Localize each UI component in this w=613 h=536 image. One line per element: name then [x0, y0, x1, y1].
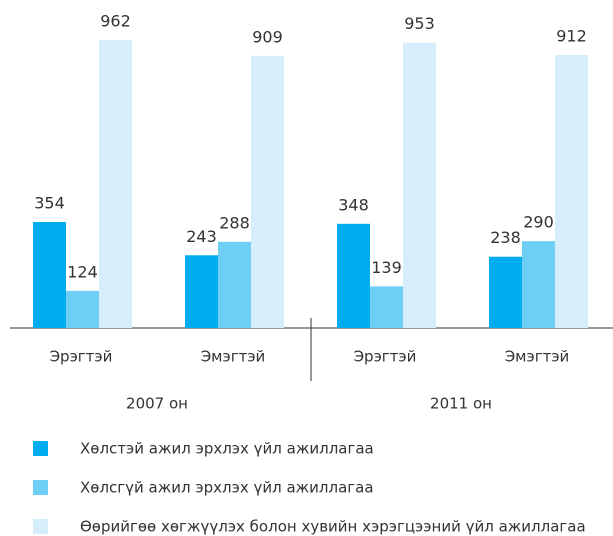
bar	[403, 42, 436, 328]
bar	[555, 54, 588, 329]
value-label: 288	[219, 213, 250, 232]
bar	[185, 255, 218, 328]
bar	[251, 55, 284, 328]
value-label: 909	[252, 27, 283, 46]
value-label: 348	[338, 195, 369, 214]
group-label: 2007 он	[126, 395, 188, 413]
value-label: 124	[67, 262, 98, 281]
x-tick-label: Эрэгтэй	[354, 348, 417, 366]
value-label: 962	[100, 12, 131, 31]
bar	[337, 223, 370, 328]
bar	[218, 241, 251, 328]
value-label: 290	[523, 213, 554, 232]
legend-label: Хөлстэй ажил эрхлэх үйл ажиллагаа	[80, 440, 374, 458]
legend-label: Өөрийгөө хөгжүүлэх болон хувийн хэрэгцээ…	[80, 518, 586, 536]
value-label: 139	[371, 258, 402, 277]
bar	[66, 290, 99, 328]
value-label: 912	[556, 26, 587, 45]
bar	[33, 222, 66, 328]
bar	[370, 286, 403, 328]
bar	[489, 256, 522, 328]
x-tick-label: Эмэгтэй	[201, 348, 266, 366]
value-label: 238	[490, 228, 521, 247]
legend-swatch	[33, 519, 48, 534]
value-label: 243	[186, 227, 217, 246]
legend-swatch	[33, 441, 48, 456]
x-tick-label: Эрэгтэй	[50, 348, 113, 366]
bar	[522, 241, 555, 328]
value-label: 953	[404, 14, 435, 33]
bar	[99, 40, 132, 328]
legend-swatch	[33, 480, 48, 495]
value-label: 354	[34, 194, 65, 213]
x-tick-label: Эмэгтэй	[505, 348, 570, 366]
legend-label: Хөлсгүй ажил эрхлэх үйл ажиллагаа	[80, 479, 374, 497]
group-label: 2011 он	[430, 395, 492, 413]
